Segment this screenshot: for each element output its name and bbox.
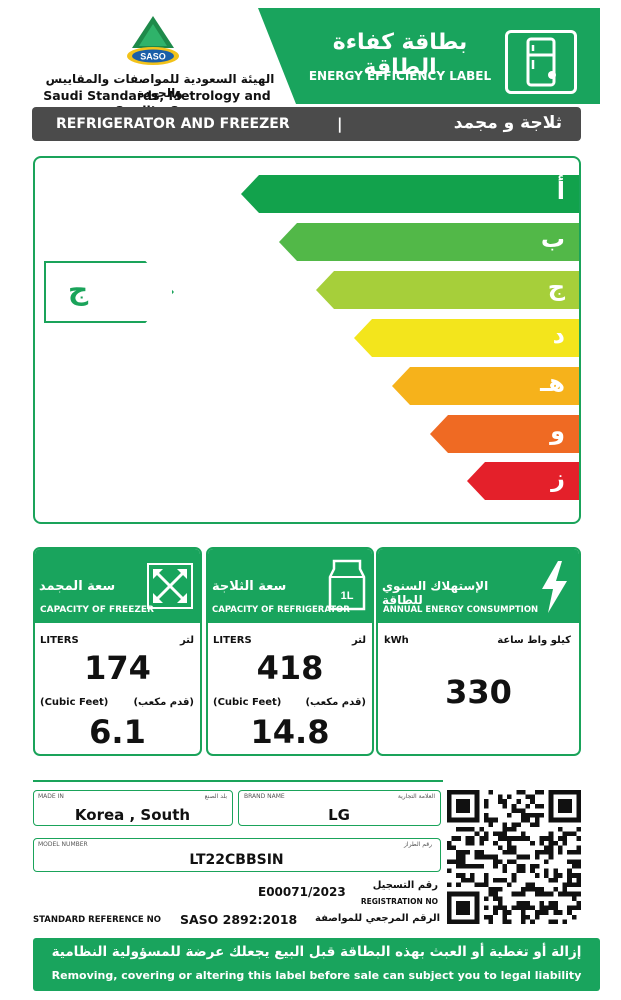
refrigerator-title-ar: سعة الثلاجة (212, 579, 287, 594)
energy-class-letter: أ (556, 177, 565, 205)
energy-class-arrow-3: ج (316, 271, 579, 309)
energy-class-arrow-2: ب (279, 223, 579, 261)
standard-label-en: STANDARD REFERENCE NO (33, 915, 161, 925)
rating-letter: ج (68, 273, 89, 306)
made-in-label-en: MADE IN (38, 793, 64, 800)
freezer-arrows-icon (147, 563, 193, 609)
registration-value: E00071/2023 (258, 885, 346, 899)
freezer-title-en: CAPACITY OF FREEZER (40, 605, 154, 615)
refrigerator-unit-ar: لتر (351, 635, 366, 646)
model-label-en: MODEL NUMBER (38, 841, 88, 848)
info-divider (33, 780, 443, 782)
energy-unit-ar: كيلو واط ساعة (497, 635, 571, 646)
registration-label-ar: رقم التسجيل (372, 880, 438, 891)
standard-value: SASO 2892:2018 (180, 912, 298, 927)
milk-carton-text: 1L (341, 590, 354, 602)
energy-class-arrow-5: هـ (392, 367, 579, 405)
energy-class-letter: د (552, 321, 565, 349)
refrigerator-cubic-en: (Cubic Feet) (213, 697, 282, 708)
model-box: MODEL NUMBER رقم الطراز LT22CBBSIN (33, 838, 441, 872)
model-value: LT22CBBSIN (189, 852, 284, 868)
made-in-box: MADE IN بلد الصنع Korea , South (33, 790, 233, 826)
energy-class-letter: ز (551, 464, 565, 492)
refrigerator-capacity-panel: 1L سعة الثلاجة CAPACITY OF REFRIGERATOR … (206, 547, 374, 756)
rating-indicator: ج (44, 261, 174, 323)
refrigerator-liters-value: 418 (256, 649, 324, 687)
freezer-cubic-value: 6.1 (89, 713, 146, 751)
energy-scale-box (33, 156, 581, 524)
registration-label-en: REGISTRATION NO (360, 897, 438, 906)
energy-title-en: ANNUAL ENERGY CONSUMPTION (383, 605, 539, 615)
energy-class-letter: ج (547, 273, 565, 301)
legal-warning-ar: إزالة أو تغطية أو العبث بهذه البطاقة قبل… (51, 944, 582, 960)
label-title-ar: بطاقة كفاءة الطاقة (332, 30, 468, 80)
energy-class-arrow-7: ز (467, 462, 579, 500)
product-type-separator: | (337, 115, 343, 133)
freezer-unit-ar: لتر (179, 635, 194, 646)
energy-class-letter: و (550, 417, 565, 445)
energy-class-letter: ب (540, 225, 565, 253)
energy-value: 330 (445, 673, 512, 711)
energy-class-arrow-6: و (430, 415, 579, 453)
freezer-unit-en: LITERS (40, 635, 79, 646)
label-title-en: ENERGY EFFICIENCY LABEL (308, 69, 492, 83)
energy-title-ar: الإستهلاك السنوي للطاقة (382, 579, 489, 607)
freezer-cubic-en: (Cubic Feet) (40, 697, 109, 708)
freezer-cubic-ar: (قدم مكعب) (133, 697, 194, 708)
made-in-label-ar: بلد الصنع (204, 793, 227, 800)
legal-warning-en: Removing, covering or altering this labe… (51, 969, 582, 982)
energy-class-letter: هـ (540, 369, 565, 397)
standard-label-ar: الرقم المرجعي للمواصفة (315, 913, 440, 924)
made-in-value: Korea , South (74, 806, 191, 824)
fridge-icon (505, 30, 577, 94)
product-type-en: REFRIGERATOR AND FREEZER (56, 116, 290, 132)
milk-carton-icon: 1L (328, 557, 366, 613)
lightning-bolt-icon (536, 559, 572, 615)
freezer-panel-header (35, 549, 200, 623)
model-label-ar: رقم الطراز (404, 841, 432, 848)
refrigerator-cubic-ar: (قدم مكعب) (305, 697, 366, 708)
brand-box: BRAND NAME العلامة التجارية LG (238, 790, 441, 826)
brand-label-ar: العلامة التجارية (397, 793, 435, 800)
legal-warning-band: إزالة أو تغطية أو العبث بهذه البطاقة قبل… (33, 938, 600, 991)
brand-label-en: BRAND NAME (244, 793, 285, 800)
refrigerator-cubic-value: 14.8 (250, 713, 330, 751)
org-name-ar: الهيئة السعودية للمواصفات والمقاييس والج… (45, 72, 275, 100)
brand-value: LG (328, 806, 350, 824)
freezer-capacity-panel: سعة المجمد CAPACITY OF FREEZER LITERS لت… (33, 547, 202, 756)
product-type-bar: REFRIGERATOR AND FREEZER | ثلاجة و مجمد (32, 107, 581, 141)
saso-logo: SASO (124, 14, 182, 72)
refrigerator-title-en: CAPACITY OF REFRIGERATOR (212, 605, 350, 615)
product-type-ar: ثلاجة و مجمد (453, 113, 562, 133)
energy-class-arrow-4: د (354, 319, 579, 357)
qr-code (447, 790, 581, 924)
saso-logo-text: SASO (140, 52, 166, 62)
energy-unit-en: kWh (384, 635, 409, 646)
refrigerator-unit-en: LITERS (213, 635, 252, 646)
energy-consumption-panel: الإستهلاك السنوي للطاقة ANNUAL ENERGY CO… (376, 547, 581, 756)
energy-class-arrow-1: أ (241, 175, 579, 213)
freezer-liters-value: 174 (84, 649, 151, 687)
freezer-title-ar: سعة المجمد (39, 579, 116, 594)
